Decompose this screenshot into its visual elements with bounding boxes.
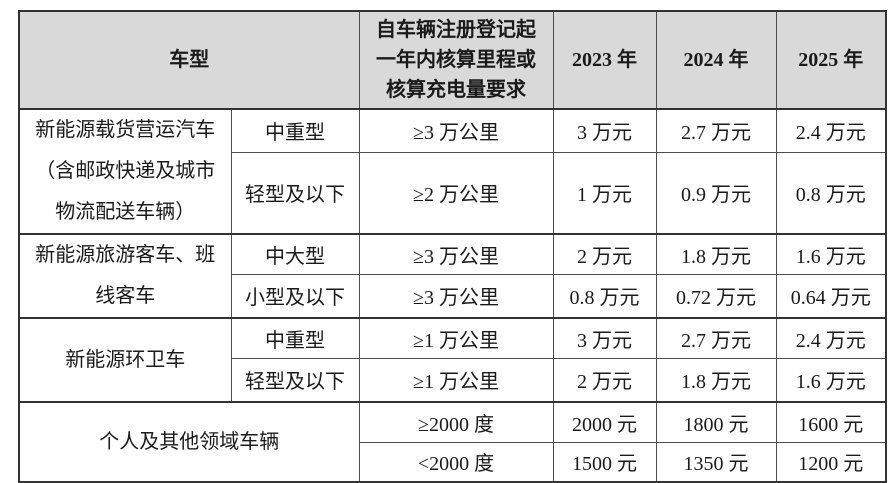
- subtype-cell: 中重型: [230, 317, 360, 359]
- requirement-cell: <2000 度: [358, 441, 554, 483]
- subtype-cell: 中重型: [230, 107, 360, 153]
- value-2023-cell: 2 万元: [552, 357, 657, 403]
- value-2023-cell: 2 万元: [552, 232, 657, 275]
- value-2024-cell: 1800 元: [655, 401, 777, 443]
- value-2025-cell: 1200 元: [775, 441, 887, 483]
- value-2025-cell: 0.8 万元: [775, 151, 887, 235]
- header-vehicle-type: 车型: [18, 10, 360, 110]
- header-year-2024: 2024 年: [655, 10, 777, 110]
- requirement-cell: ≥2000 度: [358, 401, 554, 443]
- value-2023-cell: 1 万元: [552, 151, 657, 235]
- requirement-cell: ≥2 万公里: [358, 151, 554, 235]
- value-2023-cell: 3 万元: [552, 317, 657, 359]
- table-row: 个人及其他领域车辆 ≥2000 度 2000 元 1800 元 1600 元: [18, 401, 887, 483]
- header-requirement: 自车辆注册登记起一年内核算里程或核算充电量要求: [358, 10, 554, 110]
- value-2025-cell: 2.4 万元: [775, 317, 887, 359]
- value-2025-cell: 1.6 万元: [775, 357, 887, 403]
- value-2024-cell: 2.7 万元: [655, 107, 777, 153]
- value-2023-cell: 1500 元: [552, 441, 657, 483]
- value-2023-cell: 2000 元: [552, 401, 657, 443]
- subtype-cell: 小型及以下: [230, 273, 360, 319]
- value-2025-cell: 1.6 万元: [775, 232, 887, 275]
- category-sanitation-vehicles: 新能源环卫车: [18, 317, 232, 403]
- category-tour-buses: 新能源旅游客车、班线客车: [18, 233, 232, 319]
- subtype-cell: 轻型及以下: [230, 151, 360, 235]
- subsidy-table: 车型 自车辆注册登记起一年内核算里程或核算充电量要求 2023 年 2024 年…: [18, 10, 887, 483]
- subtype-cell: 中大型: [230, 232, 360, 275]
- table-row: 新能源旅游客车、班线客车 中大型 ≥3 万公里 2 万元 1.8 万元 1.6 …: [18, 232, 887, 319]
- category-personal-vehicles: 个人及其他领域车辆: [18, 401, 360, 483]
- table-row: 轻型及以下 ≥1 万公里 2 万元 1.8 万元 1.6 万元: [19, 357, 887, 403]
- requirement-cell: ≥3 万公里: [358, 107, 554, 153]
- value-2023-cell: 0.8 万元: [552, 273, 657, 319]
- table-row: 新能源环卫车 中重型 ≥1 万公里 3 万元 2.7 万元 2.4 万元: [18, 317, 887, 403]
- requirement-cell: ≥3 万公里: [358, 232, 554, 275]
- value-2024-cell: 0.72 万元: [655, 273, 777, 319]
- value-2025-cell: 2.4 万元: [775, 107, 887, 153]
- table-row: 新能源载货营运汽车（含邮政快递及城市物流配送车辆） 中重型 ≥3 万公里 3 万…: [18, 107, 887, 235]
- subtype-cell: 轻型及以下: [230, 357, 360, 403]
- table-row: 小型及以下 ≥3 万公里 0.8 万元 0.72 万元 0.64 万元: [19, 273, 887, 319]
- header-year-2023: 2023 年: [552, 10, 657, 110]
- value-2025-cell: 1600 元: [775, 401, 887, 443]
- value-2023-cell: 3 万元: [552, 107, 657, 153]
- table-row: 轻型及以下 ≥2 万公里 1 万元 0.9 万元 0.8 万元: [19, 151, 887, 235]
- header-year-2025: 2025 年: [775, 10, 887, 110]
- requirement-cell: ≥1 万公里: [358, 317, 554, 359]
- requirement-cell: ≥3 万公里: [358, 273, 554, 319]
- category-cargo-vehicles: 新能源载货营运汽车（含邮政快递及城市物流配送车辆）: [18, 108, 232, 235]
- table-row: <2000 度 1500 元 1350 元 1200 元: [19, 441, 887, 483]
- requirement-cell: ≥1 万公里: [358, 357, 554, 403]
- header-row: 车型 自车辆注册登记起一年内核算里程或核算充电量要求 2023 年 2024 年…: [18, 10, 887, 110]
- value-2024-cell: 1.8 万元: [655, 232, 777, 275]
- value-2025-cell: 0.64 万元: [775, 273, 887, 319]
- value-2024-cell: 2.7 万元: [655, 317, 777, 359]
- value-2024-cell: 1.8 万元: [655, 357, 777, 403]
- value-2024-cell: 0.9 万元: [655, 151, 777, 235]
- value-2024-cell: 1350 元: [655, 441, 777, 483]
